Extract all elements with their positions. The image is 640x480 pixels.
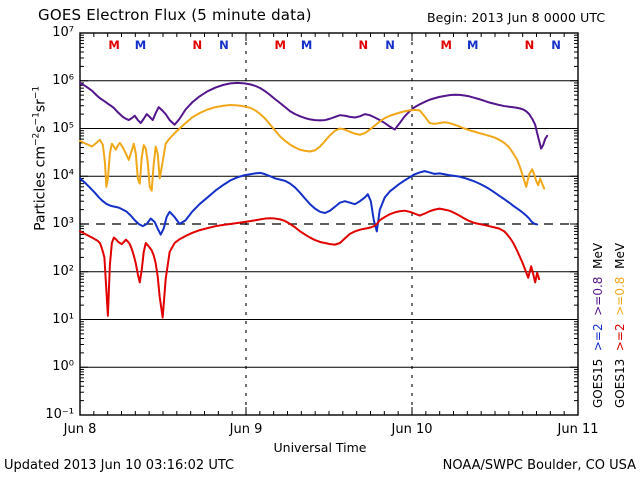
x-tick-label: Jun 10 [391, 422, 433, 437]
data-series-line [79, 207, 541, 319]
daynight-marker: N [524, 38, 535, 52]
daynight-marker: M [466, 38, 479, 52]
daynight-marker: M [300, 38, 313, 52]
daynight-marker: M [134, 38, 147, 52]
y-tick-label: 10³ [52, 216, 74, 231]
daynight-marker: M [108, 38, 120, 52]
legend-column: GOES13 >=2 >=0.8 MeV [613, 235, 627, 408]
y-tick-label: 10¹ [52, 311, 74, 327]
daynight-marker: N [385, 38, 395, 52]
data-series-line [79, 81, 549, 150]
x-axis-label: Universal Time [273, 440, 367, 455]
legend-spacer [591, 269, 605, 277]
legend-spacer [591, 235, 605, 243]
y-tick-label: 10⁵ [52, 120, 74, 136]
legend-e2: >=2 [613, 323, 627, 352]
data-series-line [79, 170, 539, 236]
y-tick-label: 10² [52, 263, 74, 279]
provider-label: NOAA/SWPC Boulder, CO USA [442, 458, 636, 473]
updated-timestamp: Updated 2013 Jun 10 03:16:02 UTC [4, 458, 235, 473]
daynight-marker: M [274, 38, 286, 52]
y-tick-label: 10⁷ [52, 25, 74, 40]
legend-spacer [613, 351, 627, 359]
daynight-marker: N [358, 38, 369, 52]
legend-spacer [591, 351, 605, 359]
y-tick-label: 10⁰ [52, 359, 74, 375]
legend-satellite: GOES13 [613, 358, 627, 408]
legend-spacer [613, 235, 627, 243]
daynight-marker: N [551, 38, 561, 52]
y-tick-label: 10⁴ [52, 168, 74, 184]
daynight-marker: N [192, 38, 203, 52]
legend-unit: MeV [591, 242, 605, 269]
x-tick-label: Jun 11 [557, 422, 599, 437]
data-series-line [79, 104, 546, 192]
begin-time-label: Begin: 2013 Jun 8 0000 UTC [427, 10, 606, 25]
legend-e08: >=0.8 [591, 276, 605, 316]
page-title: GOES Electron Flux (5 minute data) [38, 6, 312, 24]
x-tick-label: Jun 8 [63, 422, 97, 437]
legend-unit: MeV [613, 242, 627, 269]
y-tick-label: 10⁻¹ [45, 407, 74, 422]
legend-satellite: GOES15 [591, 358, 605, 408]
legend-e2: >=2 [591, 323, 605, 352]
legend-spacer [591, 316, 605, 324]
legend-spacer [613, 269, 627, 277]
legend-e08: >=0.8 [613, 276, 627, 316]
legend-column: GOES15 >=2 >=0.8 MeV [591, 235, 605, 408]
x-tick-label: Jun 9 [229, 422, 263, 437]
y-tick-label: 10⁶ [52, 72, 74, 88]
daynight-marker: M [440, 38, 452, 52]
daynight-marker: N [219, 38, 229, 52]
legend-spacer [613, 316, 627, 324]
